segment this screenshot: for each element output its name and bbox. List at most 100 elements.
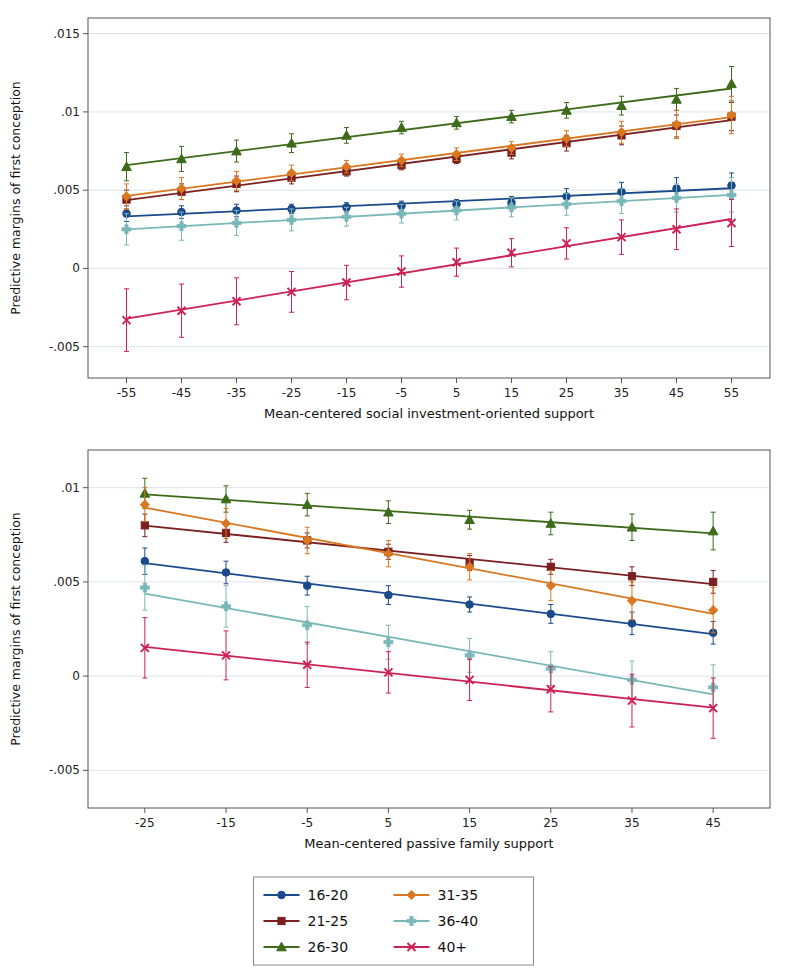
- point: [672, 194, 681, 203]
- point: [466, 676, 474, 684]
- legend-label: 31-35: [438, 887, 479, 903]
- series: [140, 565, 717, 710]
- background: [0, 0, 787, 977]
- point: [122, 192, 131, 201]
- point: [727, 110, 736, 119]
- point: [465, 515, 475, 524]
- y-tick: [83, 33, 88, 34]
- x-tick: [713, 808, 714, 813]
- point: [507, 112, 517, 121]
- legend-label: 21-25: [308, 913, 349, 929]
- point: [628, 697, 636, 705]
- y-tick: [83, 676, 88, 677]
- point: [672, 95, 682, 104]
- x-tick-label: 5: [385, 816, 393, 830]
- plot-frame: [88, 18, 770, 378]
- point: [384, 668, 392, 676]
- y-tick: [83, 487, 88, 488]
- y-tick: [83, 111, 88, 112]
- x-tick-label: -5: [396, 386, 408, 400]
- point: [302, 500, 312, 509]
- y-tick: [83, 581, 88, 582]
- point: [452, 150, 461, 159]
- point: [728, 219, 736, 227]
- trend-line: [127, 120, 732, 200]
- x-tick-label: -55: [117, 386, 137, 400]
- x-tick: [181, 378, 182, 383]
- trend-line: [127, 88, 732, 165]
- point: [287, 215, 296, 224]
- point: [303, 661, 311, 669]
- y-tick-label: .005: [53, 575, 80, 589]
- series: [122, 67, 737, 181]
- point: [508, 249, 516, 257]
- trend-line: [127, 117, 732, 196]
- point: [465, 651, 474, 660]
- series: [140, 488, 718, 633]
- x-tick-label: 35: [624, 816, 639, 830]
- point: [342, 131, 352, 140]
- y-tick-label: 0: [72, 261, 80, 275]
- trend-line: [145, 494, 713, 533]
- point: [546, 581, 555, 590]
- point: [453, 258, 461, 266]
- point: [628, 573, 635, 580]
- point: [507, 143, 516, 152]
- point: [452, 118, 462, 127]
- point: [288, 288, 296, 296]
- x-tick-label: 45: [669, 386, 684, 400]
- x-tick: [731, 378, 732, 383]
- point: [397, 156, 406, 165]
- legend-marker: [407, 917, 416, 926]
- point: [122, 225, 131, 234]
- point: [673, 225, 681, 233]
- point: [222, 602, 231, 611]
- point: [221, 519, 230, 528]
- x-tick-label: -25: [282, 386, 302, 400]
- point: [304, 537, 311, 544]
- point: [562, 106, 572, 115]
- point: [384, 549, 393, 558]
- x-tick: [291, 378, 292, 383]
- y-tick-label: .01: [61, 481, 80, 495]
- x-tick: [456, 378, 457, 383]
- x-tick: [511, 378, 512, 383]
- point: [232, 176, 241, 185]
- legend-item: 40+: [394, 939, 468, 955]
- point: [727, 190, 736, 199]
- trend-line: [127, 219, 732, 319]
- grid-line: [88, 33, 770, 34]
- x-tick-label: -25: [135, 816, 155, 830]
- grid-line: [88, 111, 770, 112]
- legend-label: 26-30: [308, 939, 349, 955]
- grid-line: [88, 346, 770, 347]
- point: [547, 563, 554, 570]
- grid-line: [88, 487, 770, 488]
- x-tick: [566, 378, 567, 383]
- point: [618, 233, 626, 241]
- point: [122, 162, 132, 171]
- x-tick-label: -35: [227, 386, 247, 400]
- panel: -.0050.005.01-25-15-5515253545Mean-cente…: [8, 450, 770, 851]
- point: [140, 583, 149, 592]
- x-tick-label: 25: [543, 816, 558, 830]
- point: [628, 620, 636, 628]
- point: [708, 526, 718, 535]
- point: [547, 685, 555, 693]
- legend-box: [254, 877, 534, 965]
- point: [397, 123, 407, 132]
- x-tick: [631, 808, 632, 813]
- x-axis-label: Mean-centered social investment-oriented…: [264, 406, 594, 421]
- x-tick-label: 55: [724, 386, 739, 400]
- point: [397, 209, 406, 218]
- x-tick: [469, 808, 470, 813]
- y-tick: [83, 770, 88, 771]
- point: [342, 212, 351, 221]
- point: [342, 162, 351, 171]
- x-tick-label: 15: [504, 386, 519, 400]
- point: [398, 268, 406, 276]
- point: [617, 128, 626, 137]
- legend-item: 31-35: [394, 887, 479, 903]
- point: [177, 184, 186, 193]
- x-tick: [307, 808, 308, 813]
